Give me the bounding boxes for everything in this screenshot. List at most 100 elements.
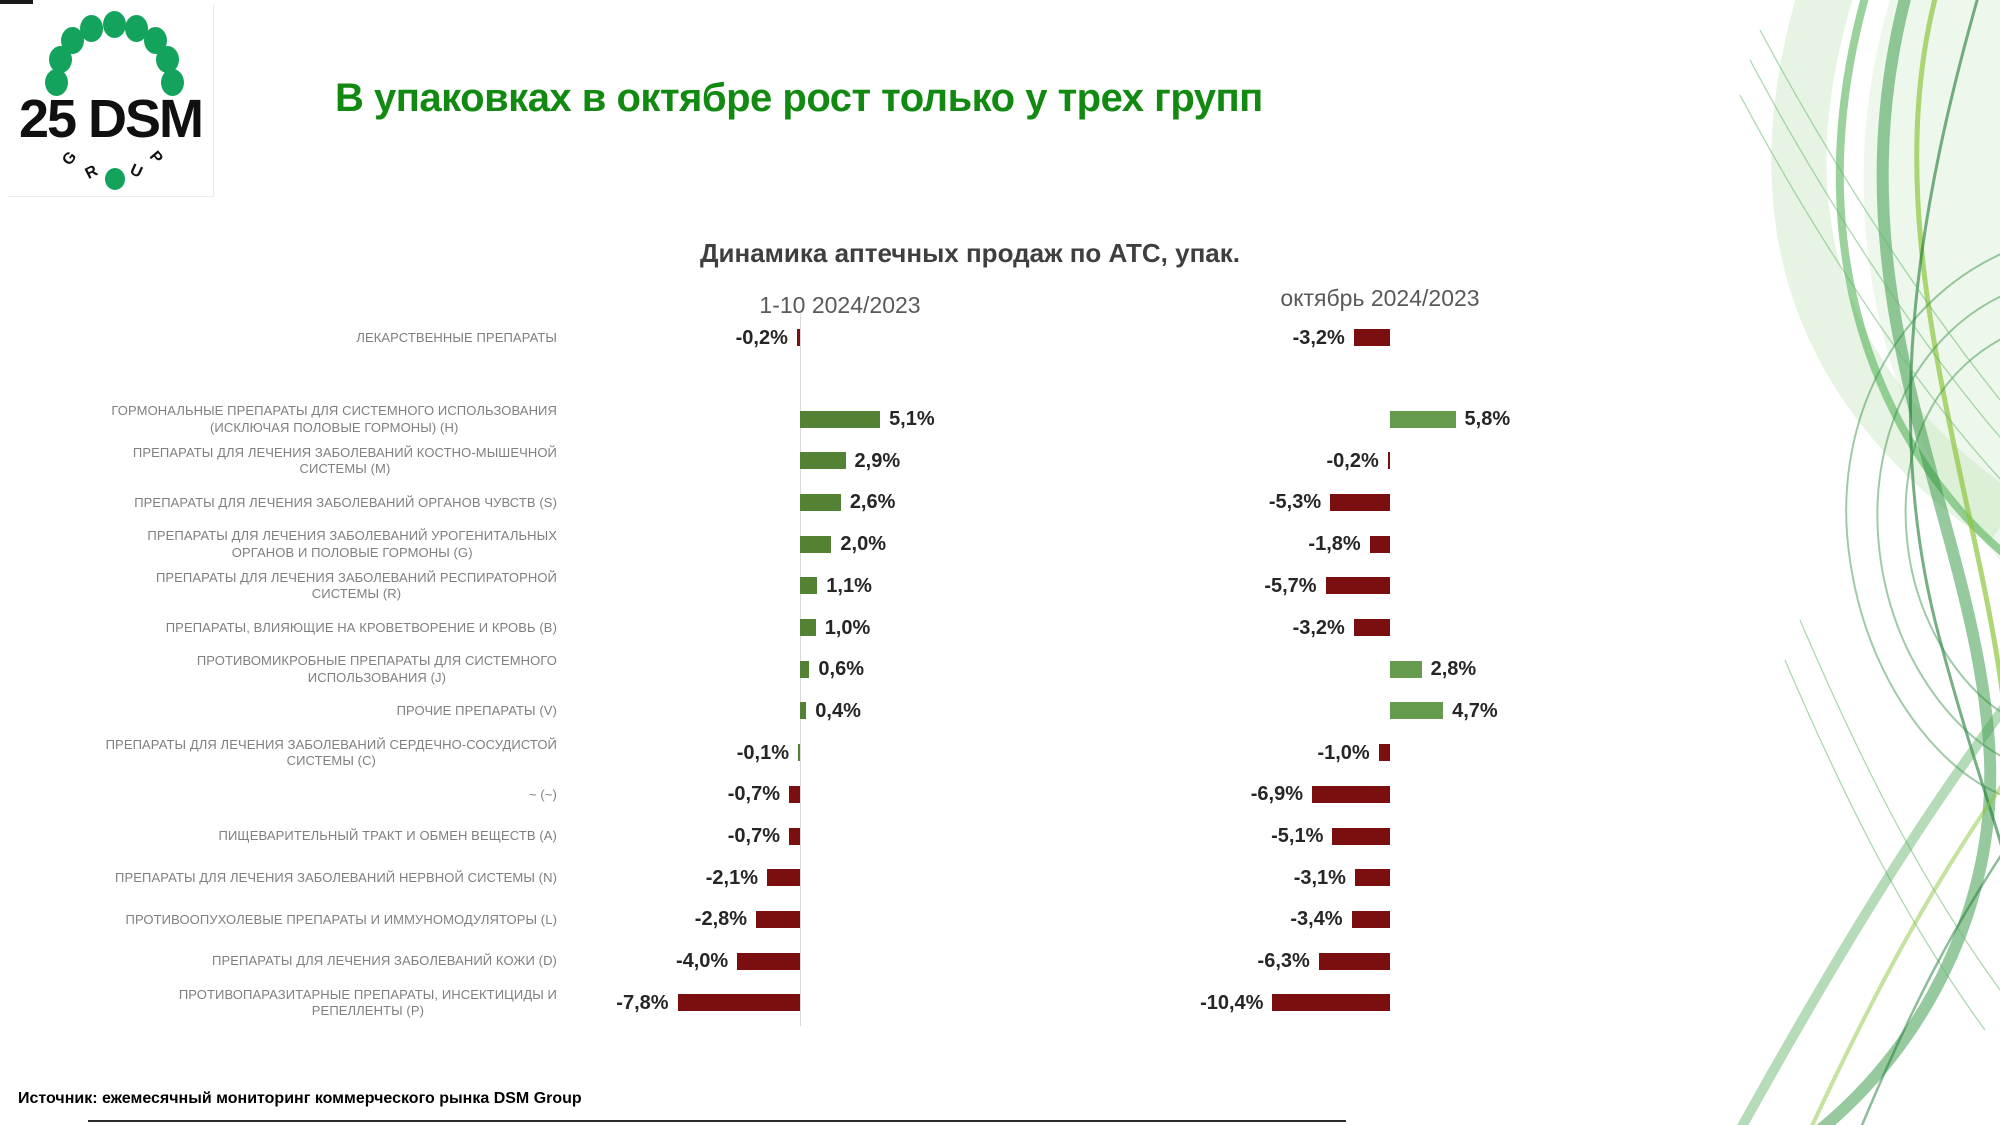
- category-label: ПРЕПАРАТЫ ДЛЯ ЛЕЧЕНИЯ ЗАБОЛЕВАНИЙ РЕСПИР…: [155, 570, 557, 602]
- bar-1-10: [737, 952, 800, 970]
- bar-october: [1351, 910, 1390, 928]
- logo-dot: [61, 27, 85, 55]
- logo-dot: [160, 68, 184, 96]
- value-1-10: -2,1%: [705, 866, 759, 889]
- bar-1-10: [767, 869, 800, 887]
- chart-row: ЛЕКАРСТВЕННЫЕ ПРЕПАРАТЫ -0,2% -3,2%: [0, 317, 1700, 359]
- category-label: ПРЕПАРАТЫ ДЛЯ ЛЕЧЕНИЯ ЗАБОЛЕВАНИЙ КОЖИ (…: [212, 953, 557, 969]
- chart-title: Динамика аптечных продаж по АТС, упак.: [700, 238, 1240, 268]
- value-1-10: 5,1%: [889, 408, 935, 430]
- value-october: 4,7%: [1452, 699, 1498, 722]
- bar-october: [1318, 952, 1390, 970]
- value-october: -3,2%: [1292, 616, 1345, 639]
- value-october: -10,4%: [1200, 991, 1264, 1014]
- category-label: ПРЕПАРАТЫ ДЛЯ ЛЕЧЕНИЯ ЗАБОЛЕВАНИЙ НЕРВНО…: [115, 870, 557, 886]
- category-label: ПРОЧИЕ ПРЕПАРАТЫ (V): [396, 703, 557, 719]
- value-1-10: -7,8%: [616, 991, 669, 1014]
- value-1-10: -0,7%: [727, 783, 780, 806]
- chart-row: ПРОЧИЕ ПРЕПАРАТЫ (V) 0,4% 4,7%: [0, 690, 1700, 732]
- value-1-10: 0,4%: [815, 699, 861, 722]
- value-october: -6,9%: [1250, 783, 1304, 806]
- logo-wordmark: 25 DSM: [18, 89, 204, 149]
- logo-group-letter: U: [127, 161, 145, 182]
- chart-row: ПИЩЕВАРИТЕЛЬНЫЙ ТРАКТ И ОБМЕН ВЕЩЕСТВ (A…: [0, 816, 1700, 858]
- value-1-10: 2,0%: [840, 533, 886, 556]
- logo-group-letter: R: [82, 162, 101, 183]
- category-label: ПРЕПАРАТЫ ДЛЯ ЛЕЧЕНИЯ ЗАБОЛЕВАНИЙ УРОГЕН…: [147, 528, 557, 560]
- bar-1-10: [800, 410, 881, 428]
- bar-1-10: [800, 660, 810, 678]
- category-label: ПРОТИВОПАРАЗИТАРНЫЕ ПРЕПАРАТЫ, ИНСЕКТИЦИ…: [178, 987, 557, 1019]
- bar-1-10: [800, 535, 832, 553]
- value-october: -5,3%: [1268, 491, 1322, 514]
- logo-group-o-dot: [105, 168, 125, 190]
- category-label: ПРОТИВОМИКРОБНЫЕ ПРЕПАРАТЫ ДЛЯ СИСТЕМНОГ…: [196, 653, 557, 685]
- value-october: -3,1%: [1293, 866, 1346, 889]
- chart-row: ПРЕПАРАТЫ ДЛЯ ЛЕЧЕНИЯ ЗАБОЛЕВАНИЙ РЕСПИР…: [0, 565, 1700, 607]
- value-1-10: -2,8%: [694, 908, 748, 931]
- value-1-10: -0,7%: [727, 825, 780, 847]
- category-label: ГОРМОНАЛЬНЫЕ ПРЕПАРАТЫ ДЛЯ СИСТЕМНОГО ИС…: [111, 403, 557, 435]
- decorative-green-swirls: [1737, 0, 2000, 1125]
- chart-row: ПРЕПАРАТЫ ДЛЯ ЛЕЧЕНИЯ ЗАБОЛЕВАНИЙ УРОГЕН…: [0, 524, 1700, 566]
- chart-row: ПРЕПАРАТЫ, ВЛИЯЮЩИЕ НА КРОВЕТВОРЕНИЕ И К…: [0, 607, 1700, 649]
- chart-row: ПРЕПАРАТЫ ДЛЯ ЛЕЧЕНИЯ ЗАБОЛЕВАНИЙ СЕРДЕЧ…: [0, 732, 1700, 774]
- category-label: ~ (~): [529, 786, 557, 802]
- bar-1-10: [789, 827, 800, 845]
- logo-dot: [80, 14, 104, 42]
- chart-row: ПРЕПАРАТЫ ДЛЯ ЛЕЧЕНИЯ ЗАБОЛЕВАНИЙ КОСТНО…: [0, 440, 1700, 482]
- chart-row: ПРОТИВОМИКРОБНЫЕ ПРЕПАРАТЫ ДЛЯ СИСТЕМНОГ…: [0, 649, 1700, 691]
- logo-dot: [44, 68, 68, 96]
- bar-october: [1369, 535, 1390, 553]
- bottom-rule: [88, 1120, 1346, 1122]
- bar-october: [1325, 577, 1390, 595]
- value-1-10: 1,0%: [824, 616, 871, 639]
- category-label: ПРОТИВООПУХОЛЕВЫЕ ПРЕПАРАТЫ И ИММУНОМОДУ…: [125, 911, 557, 927]
- bar-october: [1390, 702, 1444, 720]
- value-october: -3,4%: [1290, 908, 1343, 931]
- chart-row: ПРЕПАРАТЫ ДЛЯ ЛЕЧЕНИЯ ЗАБОЛЕВАНИЙ КОЖИ (…: [0, 941, 1700, 983]
- chart-row: ПРЕПАРАТЫ ДЛЯ ЛЕЧЕНИЯ ЗАБОЛЕВАНИЙ ОРГАНО…: [0, 482, 1700, 524]
- value-1-10: -0,2%: [735, 326, 788, 349]
- logo-group-letter: P: [145, 148, 166, 168]
- value-october: 5,8%: [1464, 408, 1511, 430]
- bar-1-10: [800, 619, 816, 636]
- source-note: Источник: ежемесячный мониторинг коммерч…: [18, 1090, 582, 1107]
- bar-1-10: [800, 493, 841, 511]
- value-october: -1,0%: [1317, 741, 1370, 764]
- bar-1-10: [677, 994, 800, 1012]
- chart-row: ~ (~) -0,7% -6,9%: [0, 774, 1700, 816]
- value-1-10: 1,1%: [826, 574, 872, 597]
- bar-october: [1312, 785, 1390, 803]
- chart-row: ПРОТИВОПАРАЗИТАРНЫЕ ПРЕПАРАТЫ, ИНСЕКТИЦИ…: [0, 982, 1700, 1024]
- value-october: 2,8%: [1430, 658, 1477, 681]
- logo-dot: [156, 46, 180, 74]
- bar-1-10: [800, 702, 807, 720]
- bar-1-10: [756, 910, 800, 928]
- bar-october: [1378, 744, 1390, 762]
- logo-dot: [102, 10, 126, 38]
- bar-1-10: [800, 452, 846, 470]
- chart-row: ПРОТИВООПУХОЛЕВЫЕ ПРЕПАРАТЫ И ИММУНОМОДУ…: [0, 899, 1700, 941]
- chart-row: ПРЕПАРАТЫ ДЛЯ ЛЕЧЕНИЯ ЗАБОЛЕВАНИЙ НЕРВНО…: [0, 857, 1700, 899]
- bar-october: [1353, 329, 1390, 346]
- value-october: -5,7%: [1264, 574, 1317, 597]
- slide-edge-artifact: [0, 0, 33, 4]
- logo-dot: [48, 46, 72, 74]
- category-label: ЛЕКАРСТВЕННЫЕ ПРЕПАРАТЫ: [356, 329, 557, 345]
- value-1-10: 2,6%: [849, 491, 896, 514]
- logo-group-letter: G: [59, 148, 81, 169]
- value-1-10: -0,1%: [736, 741, 789, 764]
- value-october: -6,3%: [1257, 950, 1310, 973]
- category-label: ПРЕПАРАТЫ ДЛЯ ЛЕЧЕНИЯ ЗАБОЛЕВАНИЙ ОРГАНО…: [134, 494, 557, 510]
- chart-row: ГОРМОНАЛЬНЫЕ ПРЕПАРАТЫ ДЛЯ СИСТЕМНОГО ИС…: [0, 399, 1700, 441]
- series-header-october: октябрь 2024/2023: [1280, 285, 1480, 311]
- category-label: ПРЕПАРАТЫ ДЛЯ ЛЕЧЕНИЯ ЗАБОЛЕВАНИЙ КОСТНО…: [132, 444, 557, 477]
- bar-october: [1272, 994, 1390, 1012]
- bar-october: [1332, 827, 1390, 845]
- bar-october: [1387, 452, 1390, 470]
- category-label: ПРЕПАРАТЫ ДЛЯ ЛЕЧЕНИЯ ЗАБОЛЕВАНИЙ СЕРДЕЧ…: [105, 736, 557, 769]
- logo-dot: [124, 14, 148, 42]
